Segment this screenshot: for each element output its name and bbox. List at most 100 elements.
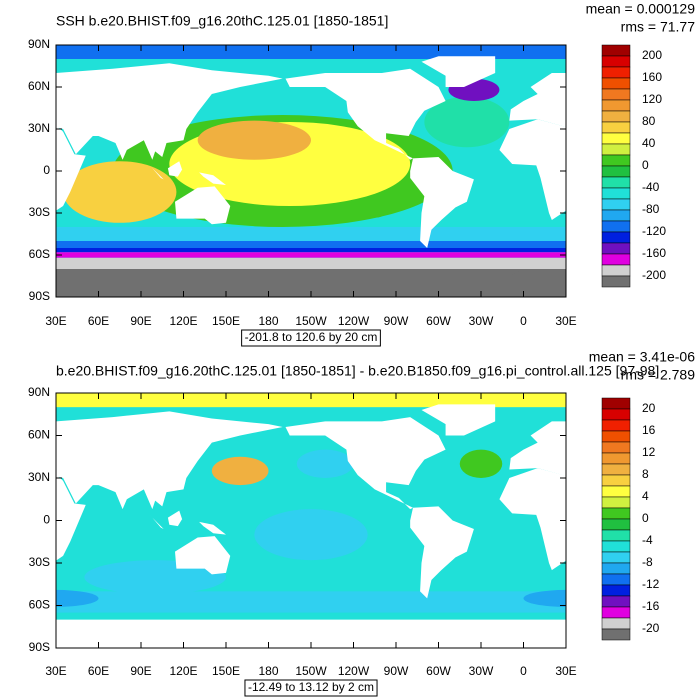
lat-label: 0 [43,163,50,177]
colorbar-box [601,628,631,641]
ocean-field [63,161,177,223]
lat-label: 90S [29,289,50,303]
lon-label: 30E [555,664,576,678]
panel-title: b.e20.BHIST.f09_g16.20thC.125.01 [1850-1… [56,363,659,379]
panel-title: SSH b.e20.BHIST.f09_g16.20thC.125.01 [18… [56,13,388,29]
ocean-field [424,96,510,148]
antarctica [0,269,14,283]
colorbar-box [601,55,631,68]
colorbar-box [601,474,631,487]
colorbar-box [601,419,631,432]
antarctica [56,619,269,648]
lon-label: 0 [520,314,527,328]
lat-label: 90N [28,37,50,51]
colorbar-label: 200 [642,48,662,62]
colorbar-box [601,408,631,421]
colorbar-label: -8 [642,555,653,569]
colorbar-box [601,463,631,476]
ocean-field [197,120,311,160]
mean-stat: mean = 0.000129 [586,1,696,17]
colorbar-box [601,253,631,266]
colorbar-box [601,132,631,145]
mean-stat: mean = 3.41e-06 [589,349,695,365]
colorbar-box [601,209,631,222]
map [0,45,700,297]
land [685,186,700,224]
colorbar-label: 0 [642,158,649,172]
ocean-field [56,589,99,607]
lon-label: 150E [212,314,240,328]
ocean-band [56,252,566,258]
colorbar-box [601,99,631,112]
land [175,536,231,575]
ocean-field [459,449,503,479]
land [499,468,566,571]
colorbar-label: -20 [642,621,660,635]
lon-label: 150W [295,314,327,328]
land [509,421,566,477]
rms-stat: rms = 71.77 [621,19,696,35]
land [199,521,226,535]
land [685,536,700,574]
lon-label: 60W [426,314,451,328]
land [678,511,692,527]
colorbar-box [601,562,631,575]
colorbar-box [601,198,631,211]
colorbar-box [601,584,631,597]
colorbar-box [601,485,631,498]
colorbar-label: 16 [642,423,656,437]
ocean-band [56,227,566,241]
colorbar-box [601,231,631,244]
lon-label: 30W [469,664,494,678]
antarctica [438,269,524,283]
lon-label: 60E [88,664,109,678]
colorbar-box [601,452,631,465]
land [410,506,474,599]
colorbar-label: -120 [642,224,666,238]
colorbar-box [601,397,631,410]
colorbar-box [601,551,631,564]
colorbar-label: 120 [642,92,662,106]
colorbar-box [601,507,631,520]
colorbar-box [601,77,631,90]
colorbar-box [601,595,631,608]
colorbar-box [601,176,631,189]
lon-label: 90W [384,664,409,678]
lon-label: 120E [169,314,197,328]
land [56,63,283,160]
colorbar-label: 80 [642,114,656,128]
colorbar-label: 4 [642,489,649,503]
lat-label: 30N [28,121,50,135]
land [499,119,566,220]
lat-label: 30N [28,470,50,484]
lon-label: 120W [338,314,370,328]
ocean-field [623,115,700,227]
colorbar-box [601,154,631,167]
land [148,513,164,529]
colorbar-box [601,165,631,178]
lon-label: 90E [130,664,151,678]
ocean-band [56,591,566,613]
colorbar-label: 12 [642,445,656,459]
lon-label: 120W [338,664,370,678]
land [678,161,692,176]
colorbar-box [601,441,631,454]
colorbar-box [601,275,631,288]
range-box [244,679,378,697]
lat-label: 90S [29,640,50,654]
land [56,126,86,211]
lat-label: 30S [29,205,50,219]
colorbar-box [601,529,631,542]
antarctica [56,269,269,297]
antarctica [268,619,566,648]
land [410,157,474,248]
lon-label: 30E [555,314,576,328]
colorbar-label: 0 [642,511,649,525]
range-label: -12.49 to 13.12 by 2 cm [248,680,374,694]
colorbar-box [601,110,631,123]
land [421,56,496,87]
range-label: -201.8 to 120.6 by 20 cm [245,330,378,344]
lon-label: 180 [258,664,278,678]
ocean-field [296,449,354,479]
